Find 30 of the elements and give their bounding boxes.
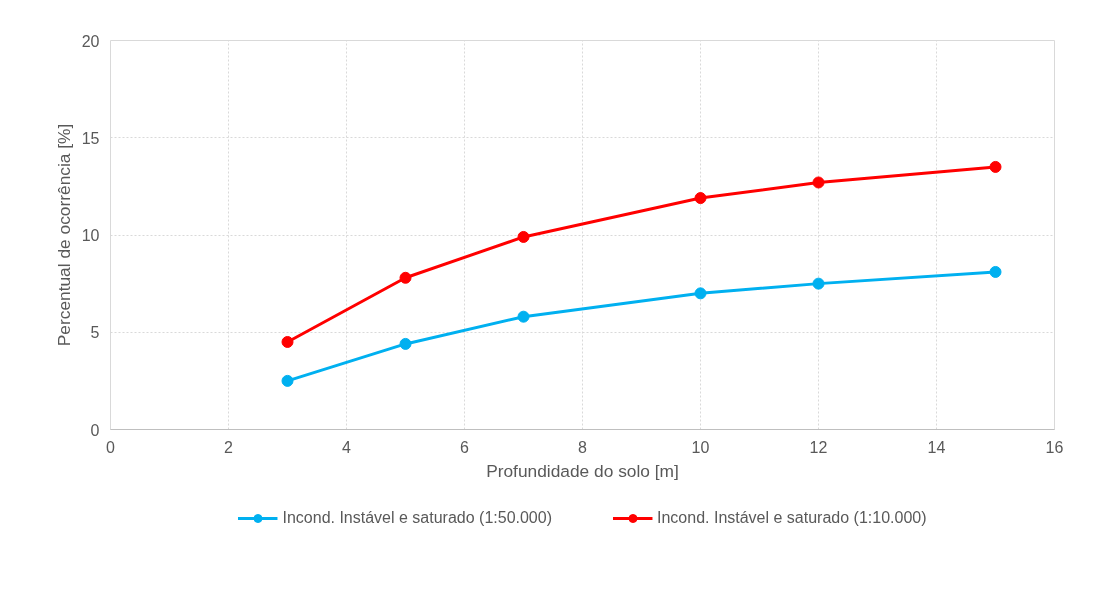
- point: [281, 374, 294, 387]
- x-tick-label: 2: [224, 438, 234, 456]
- x-tick-label: 12: [809, 438, 828, 456]
- x-tick-label: 10: [691, 438, 710, 456]
- point: [812, 176, 825, 189]
- point: [399, 271, 412, 284]
- x-tick-label: 6: [460, 438, 470, 456]
- y-tick-label: 0: [90, 421, 100, 439]
- point: [517, 230, 530, 243]
- x-tick-label: 16: [1045, 438, 1064, 456]
- point: [694, 192, 707, 205]
- x-tick-label: 0: [106, 438, 116, 456]
- x-axis-title: Profundidade do solo [m]: [486, 460, 679, 481]
- legend-label: Incond. Instável e saturado (1:50.000): [282, 509, 552, 527]
- legend-label: Incond. Instável e saturado (1:10.000): [657, 509, 927, 527]
- point: [812, 277, 825, 290]
- point: [989, 265, 1002, 278]
- point: [399, 337, 412, 350]
- point: [694, 287, 707, 300]
- point: [989, 160, 1002, 173]
- y-tick-label: 10: [81, 227, 100, 244]
- point: [517, 310, 530, 323]
- x-tick-label: 4: [342, 438, 352, 456]
- y-tick-label: 5: [90, 324, 100, 342]
- x-tick-label: 8: [578, 438, 588, 456]
- x-tick-label: 14: [927, 438, 946, 456]
- point: [281, 335, 294, 348]
- y-tick-label: 15: [81, 129, 100, 147]
- y-tick-label: 20: [81, 32, 100, 50]
- y-axis-title: Percentual de ocorrência [%]: [53, 123, 74, 347]
